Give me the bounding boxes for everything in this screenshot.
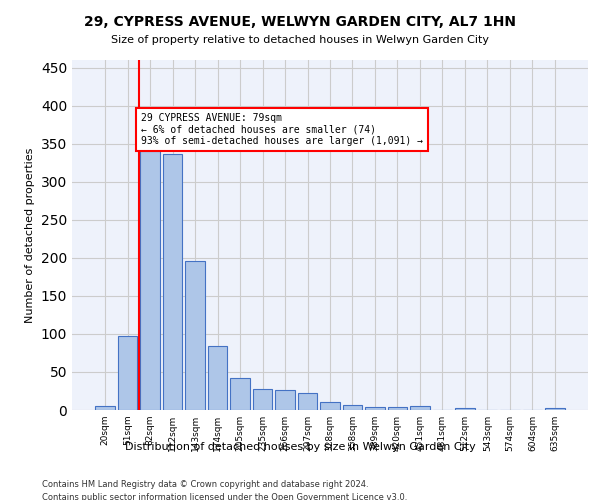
Bar [95, 406, 115, 410]
Text: Size of property relative to detached houses in Welwyn Garden City: Size of property relative to detached ho… [111, 35, 489, 45]
Bar [118, 336, 137, 410]
Bar [388, 407, 407, 410]
Text: 29 CYPRESS AVENUE: 79sqm
← 6% of detached houses are smaller (74)
93% of semi-de: 29 CYPRESS AVENUE: 79sqm ← 6% of detache… [141, 114, 423, 146]
Text: Contains HM Land Registry data © Crown copyright and database right 2024.: Contains HM Land Registry data © Crown c… [42, 480, 368, 489]
Bar [298, 392, 317, 410]
Bar [455, 408, 475, 410]
Bar [275, 390, 295, 410]
Bar [253, 390, 272, 410]
Bar [140, 152, 160, 410]
Bar [410, 406, 430, 410]
Bar [163, 154, 182, 410]
Text: Contains public sector information licensed under the Open Government Licence v3: Contains public sector information licen… [42, 492, 407, 500]
Bar [230, 378, 250, 410]
Y-axis label: Number of detached properties: Number of detached properties [25, 148, 35, 322]
Bar [365, 407, 385, 410]
Text: Distribution of detached houses by size in Welwyn Garden City: Distribution of detached houses by size … [125, 442, 475, 452]
Bar [320, 402, 340, 410]
Text: 29, CYPRESS AVENUE, WELWYN GARDEN CITY, AL7 1HN: 29, CYPRESS AVENUE, WELWYN GARDEN CITY, … [84, 15, 516, 29]
Bar [545, 408, 565, 410]
Bar [343, 406, 362, 410]
Bar [208, 346, 227, 410]
Bar [185, 261, 205, 410]
